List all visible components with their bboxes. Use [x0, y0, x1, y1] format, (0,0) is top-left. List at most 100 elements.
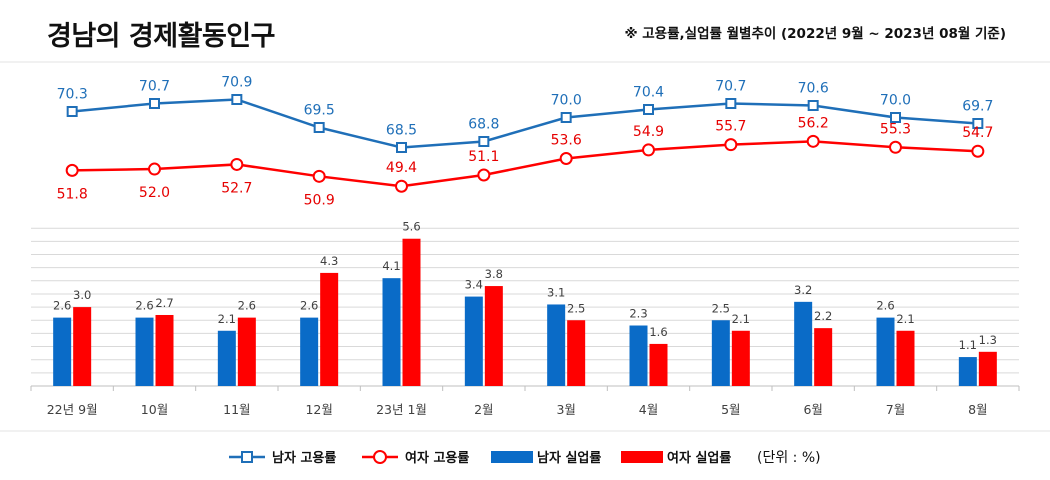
x-axis-ticks: 22년 9월 10월 11월 12월 23년 1월 2월 3월 4월 5월 6월 7월 8월 [47, 402, 988, 417]
legend-male-unemployment-swatch [491, 451, 533, 463]
label-female-employment: 49.4 [386, 160, 417, 176]
label-female-employment: 51.8 [57, 186, 88, 202]
x-tick-label: 5월 [721, 402, 740, 417]
marker-female-employment [230, 157, 244, 171]
label-female-employment: 56.2 [798, 115, 829, 131]
legend-female-unemployment-label: 여자 실업률 [667, 450, 731, 466]
marker-male-employment [66, 106, 78, 117]
label-male-employment: 70.9 [221, 75, 252, 91]
marker-female-employment [889, 140, 902, 154]
label-male-employment: 70.0 [551, 93, 582, 109]
legend-male-employment-label: 남자 고용률 [272, 450, 336, 466]
bar-female-unemployment [402, 238, 421, 386]
x-tick-label: 3월 [556, 402, 575, 417]
bar-female-unemployment [237, 317, 256, 386]
x-tick-label: 12월 [305, 402, 332, 417]
bar-female-unemployment [649, 343, 668, 386]
bar-label-female-unemployment: 2.6 [238, 299, 256, 313]
marker-male-employment [890, 112, 901, 123]
bar-label-male-unemployment: 2.3 [629, 307, 647, 321]
legend-male-unemployment-label: 남자 실업률 [537, 450, 601, 466]
label-male-employment: 70.7 [715, 79, 746, 95]
bar-female-unemployment [73, 307, 92, 386]
marker-female-employment [724, 138, 738, 152]
label-male-employment: 69.7 [962, 99, 993, 115]
marker-male-employment [149, 98, 160, 109]
x-tick-label: 6월 [803, 402, 822, 417]
x-tick-label: 4월 [639, 402, 658, 417]
marker-male-employment [313, 122, 325, 133]
bar-male-unemployment [464, 296, 483, 386]
bar-label-female-unemployment: 2.2 [814, 309, 832, 323]
legend-male-employment-marker [241, 451, 253, 463]
bar-male-unemployment [794, 301, 813, 386]
marker-female-employment [148, 162, 161, 176]
bar-male-unemployment [300, 317, 319, 386]
chart-subtitle: ※ 고용률,실업률 월별추이 (2022년 9월 ~ 2023년 08월 기준) [624, 26, 1006, 42]
marker-male-employment [643, 104, 654, 115]
x-tick-label: 7월 [886, 402, 905, 417]
bar-female-unemployment [155, 314, 174, 386]
label-male-employment: 70.7 [139, 79, 170, 95]
marker-male-employment [478, 136, 490, 147]
marker-male-employment [972, 118, 984, 129]
marker-female-employment [477, 168, 491, 182]
bar-female-unemployment [484, 286, 503, 386]
marker-female-employment [806, 134, 820, 148]
bar-female-unemployment [567, 320, 586, 386]
marker-female-employment [395, 179, 408, 193]
bar-label-male-unemployment: 2.6 [876, 299, 894, 313]
bar-label-male-unemployment: 4.1 [382, 259, 400, 273]
bar-label-female-unemployment: 4.3 [320, 254, 338, 268]
bar-label-female-unemployment: 2.1 [732, 312, 750, 326]
bar-male-unemployment [547, 304, 566, 386]
marker-female-employment [559, 152, 573, 165]
bar-label-male-unemployment: 3.4 [465, 278, 483, 292]
bar-label-female-unemployment: 3.0 [73, 288, 91, 302]
label-female-employment: 52.0 [139, 185, 170, 201]
bar-male-unemployment [629, 325, 648, 386]
label-female-employment: 50.9 [304, 192, 335, 208]
x-tick-label: 23년 1월 [376, 402, 427, 417]
bar-female-unemployment [320, 272, 339, 386]
x-tick-label: 8월 [968, 402, 987, 417]
bar-label-male-unemployment: 2.6 [300, 299, 318, 313]
marker-male-employment [560, 112, 572, 123]
x-tick-label: 2월 [474, 402, 493, 417]
bar-female-unemployment [731, 330, 750, 386]
label-male-employment: 70.3 [57, 87, 88, 103]
bar-label-female-unemployment: 3.8 [485, 267, 503, 281]
label-female-employment: 53.6 [551, 133, 582, 149]
legend-female-employment-label: 여자 고용률 [405, 450, 469, 466]
x-tick-label: 11월 [223, 402, 250, 417]
line-female-employment [72, 140, 978, 188]
bar-label-male-unemployment: 2.6 [135, 299, 153, 313]
bar-label-female-unemployment: 1.6 [649, 325, 667, 339]
marker-male-employment [807, 100, 819, 111]
x-tick-label: 22년 9월 [47, 402, 98, 417]
bar-male-unemployment [958, 357, 977, 386]
bar-label-female-unemployment: 1.3 [979, 333, 997, 347]
label-male-employment: 70.6 [798, 81, 829, 97]
bar-female-unemployment [896, 330, 915, 386]
bar-series: 2.63.02.6 2.72.12.6 2.64.3 4.15.63.43.83.12… [53, 220, 997, 386]
marker-female-employment [642, 143, 655, 157]
marker-female-employment [971, 144, 985, 158]
legend-female-employment-marker [373, 450, 387, 464]
marker-female-employment [312, 169, 326, 183]
line-series: 70.3 70.7 70.9 69.5 68.5 68.8 70.0 70.4 70.7 70.6… [57, 75, 994, 209]
bar-male-unemployment [382, 278, 401, 386]
bar-female-unemployment [978, 351, 997, 386]
bar-label-male-unemployment: 3.2 [794, 283, 812, 297]
marker-female-employment [65, 163, 79, 177]
x-tick-label: 10월 [141, 402, 168, 417]
line-male-employment [72, 98, 978, 149]
label-female-employment: 54.7 [962, 125, 993, 141]
label-female-employment: 55.3 [880, 121, 911, 137]
bar-label-male-unemployment: 2.5 [712, 301, 730, 315]
bar-male-unemployment [217, 330, 236, 386]
bar-label-male-unemployment: 2.6 [53, 299, 71, 313]
legend-female-unemployment-swatch [621, 451, 663, 463]
bar-label-female-unemployment: 2.5 [567, 301, 585, 315]
marker-male-employment [725, 98, 737, 109]
